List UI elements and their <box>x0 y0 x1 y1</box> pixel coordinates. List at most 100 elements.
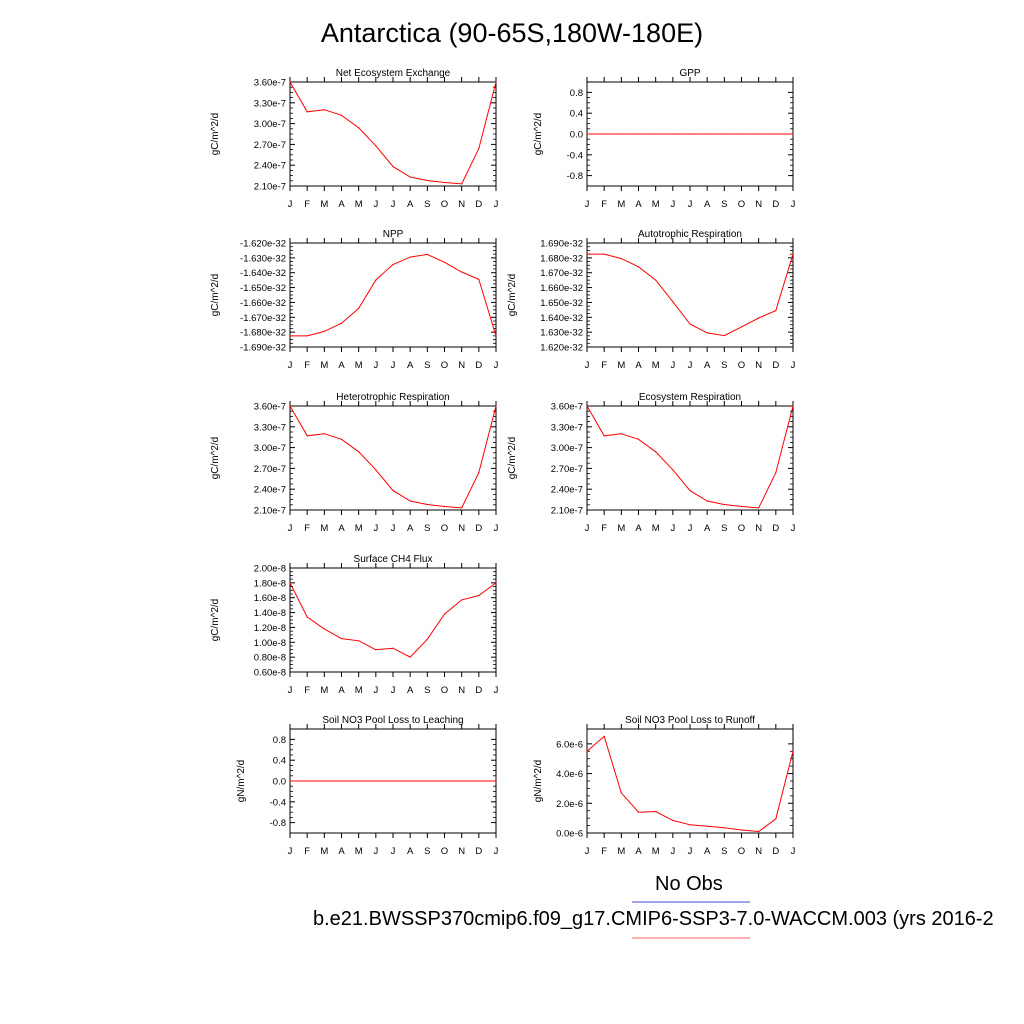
x-tick-label: D <box>475 523 482 534</box>
y-axis-label: gC/m^2/d <box>210 437 221 480</box>
x-tick-label: M <box>652 846 660 857</box>
data-point <box>637 811 640 813</box>
y-tick-label: 0.8 <box>570 88 583 99</box>
data-point <box>461 507 463 509</box>
panel-title: GPP <box>679 68 700 79</box>
y-tick-label: 1.630e-32 <box>540 328 583 339</box>
y-tick-label: 1.80e-8 <box>254 578 286 589</box>
data-point <box>375 649 377 651</box>
data-point <box>672 133 674 135</box>
x-tick-label: M <box>355 199 363 210</box>
y-axis-label: gC/m^2/d <box>210 599 221 642</box>
x-tick-label: N <box>755 199 762 210</box>
y-tick-label: 1.650e-32 <box>540 298 583 309</box>
y-axis-label: gC/m^2/d <box>210 113 221 156</box>
data-point <box>392 489 394 492</box>
x-tick-label: A <box>704 846 711 857</box>
x-tick-label: F <box>601 199 607 210</box>
x-tick-label: M <box>652 523 660 534</box>
x-tick-label: J <box>688 846 693 857</box>
y-tick-label: 0.0 <box>273 777 286 788</box>
x-tick-label: J <box>585 199 590 210</box>
x-tick-label: N <box>458 199 465 210</box>
data-point <box>426 638 428 640</box>
data-point <box>375 780 377 782</box>
series-line <box>289 405 497 509</box>
data-point <box>620 792 622 794</box>
data-point <box>358 307 360 309</box>
y-tick-label: -0.4 <box>567 150 583 161</box>
x-tick-label: J <box>373 523 378 534</box>
data-point <box>426 253 428 256</box>
x-tick-label: D <box>772 523 779 534</box>
data-point <box>603 435 605 437</box>
data-point <box>358 451 360 453</box>
chart-panel-6: Ecosystem Respiration gC/m^2/d 2.10e-7 2.40… <box>507 392 796 534</box>
x-tick-label: S <box>721 360 727 371</box>
x-tick-label: A <box>635 360 642 371</box>
chart-panel-9: Soil NO3 Pool Loss to Runoff gN/m^2/d 0.0e… <box>533 715 796 857</box>
data-point <box>689 489 691 492</box>
chart-panel-4: Autotrophic Respiration gC/m^2/d 1.620e-32… <box>507 229 796 371</box>
data-point <box>289 335 291 337</box>
x-tick-label: J <box>670 846 675 857</box>
x-tick-label: J <box>494 846 499 857</box>
y-tick-label: 2.40e-7 <box>254 485 286 496</box>
data-point <box>775 133 777 135</box>
panel-title: Net Ecosystem Exchange <box>336 68 451 79</box>
chart-panel-1: Net Ecosystem Exchange gC/m^2/d 2.10e-7 2.4… <box>210 68 499 210</box>
x-tick-label: M <box>617 846 625 857</box>
data-point <box>792 133 794 135</box>
data-point <box>375 145 377 147</box>
data-point <box>775 310 777 312</box>
x-tick-label: O <box>441 523 448 534</box>
data-point <box>306 111 308 113</box>
x-tick-label: J <box>391 685 396 696</box>
panel-title: Surface CH4 Flux <box>354 554 433 565</box>
data-point <box>586 405 588 407</box>
y-tick-label: 3.30e-7 <box>254 98 286 109</box>
data-point <box>478 147 480 150</box>
y-tick-label: -1.650e-32 <box>240 283 286 294</box>
data-point <box>409 176 411 178</box>
y-axis-label: gC/m^2/d <box>210 274 221 317</box>
y-tick-label: 2.00e-8 <box>254 564 286 575</box>
data-point <box>672 469 674 471</box>
data-point <box>478 278 480 280</box>
y-tick-label: 0.0e-6 <box>556 829 583 840</box>
y-tick-label: -0.8 <box>270 818 286 829</box>
y-tick-label: 1.40e-8 <box>254 608 286 619</box>
x-tick-label: A <box>407 199 414 210</box>
y-tick-label: 0.8 <box>273 735 286 746</box>
data-point <box>689 323 691 325</box>
panel-title: Autotrophic Respiration <box>638 229 742 240</box>
data-point <box>426 503 428 506</box>
data-point <box>620 133 622 135</box>
x-tick-label: M <box>617 199 625 210</box>
data-point <box>620 433 622 435</box>
x-tick-label: S <box>721 846 727 857</box>
data-point <box>340 637 343 640</box>
data-point <box>461 599 463 601</box>
data-point <box>409 256 411 258</box>
x-tick-label: A <box>407 523 414 534</box>
data-point <box>323 330 325 332</box>
data-point <box>323 433 325 435</box>
x-tick-label: J <box>670 199 675 210</box>
data-point <box>358 640 360 642</box>
data-point <box>637 438 640 440</box>
x-tick-label: M <box>320 199 328 210</box>
x-tick-label: F <box>601 360 607 371</box>
y-tick-label: -1.660e-32 <box>240 298 286 309</box>
data-point <box>289 81 291 83</box>
data-point <box>392 263 394 266</box>
chart-panel-7: Surface CH4 Flux gC/m^2/d 0.60e-8 0.80e-8 1.… <box>210 554 499 696</box>
data-point <box>586 133 588 135</box>
data-point <box>375 279 377 281</box>
x-tick-label: J <box>288 523 293 534</box>
x-tick-label: J <box>688 199 693 210</box>
y-tick-label: -0.4 <box>270 797 286 808</box>
x-tick-label: D <box>475 685 482 696</box>
y-tick-label: 3.60e-7 <box>551 402 583 413</box>
x-tick-label: J <box>288 360 293 371</box>
